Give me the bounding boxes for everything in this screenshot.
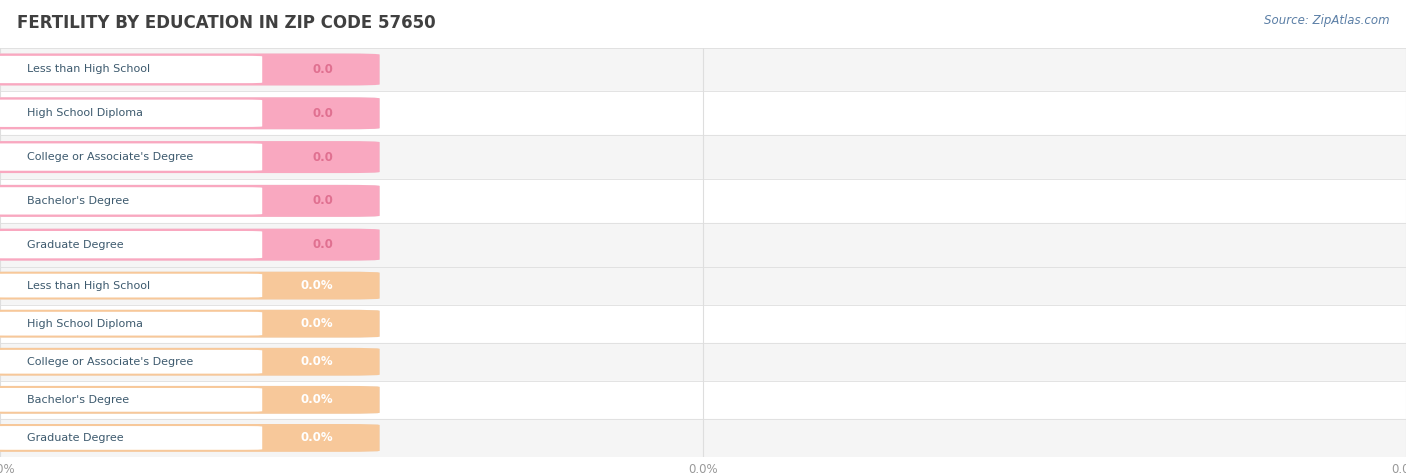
Text: 0.0%: 0.0% [301, 393, 333, 407]
FancyBboxPatch shape [0, 97, 380, 129]
Text: Source: ZipAtlas.com: Source: ZipAtlas.com [1264, 14, 1389, 27]
Text: Graduate Degree: Graduate Degree [27, 433, 124, 443]
Bar [0, 91, 1406, 135]
FancyBboxPatch shape [0, 228, 380, 261]
FancyBboxPatch shape [0, 272, 380, 299]
FancyBboxPatch shape [0, 348, 380, 376]
FancyBboxPatch shape [0, 53, 380, 86]
Text: College or Associate's Degree: College or Associate's Degree [27, 152, 193, 162]
Text: 0.0: 0.0 [312, 107, 333, 120]
FancyBboxPatch shape [0, 426, 262, 450]
FancyBboxPatch shape [0, 56, 262, 83]
Bar [0, 223, 1406, 267]
Text: FERTILITY BY EDUCATION IN ZIP CODE 57650: FERTILITY BY EDUCATION IN ZIP CODE 57650 [17, 14, 436, 32]
FancyBboxPatch shape [0, 187, 262, 215]
FancyBboxPatch shape [0, 350, 262, 374]
FancyBboxPatch shape [0, 386, 380, 414]
Text: Bachelor's Degree: Bachelor's Degree [27, 196, 129, 206]
Text: 0.0: 0.0 [312, 194, 333, 208]
FancyBboxPatch shape [0, 99, 262, 127]
FancyBboxPatch shape [0, 231, 262, 258]
FancyBboxPatch shape [0, 185, 380, 217]
Bar [0, 305, 1406, 343]
FancyBboxPatch shape [0, 274, 262, 298]
Text: Graduate Degree: Graduate Degree [27, 239, 124, 250]
FancyBboxPatch shape [0, 185, 380, 217]
FancyBboxPatch shape [0, 97, 380, 129]
Bar [0, 381, 1406, 419]
Text: 0.0%: 0.0% [301, 317, 333, 330]
Text: College or Associate's Degree: College or Associate's Degree [27, 357, 193, 367]
FancyBboxPatch shape [0, 388, 262, 412]
FancyBboxPatch shape [0, 312, 262, 336]
Bar [0, 48, 1406, 91]
Text: Less than High School: Less than High School [27, 280, 150, 291]
FancyBboxPatch shape [0, 386, 380, 414]
FancyBboxPatch shape [0, 310, 380, 337]
FancyBboxPatch shape [0, 53, 380, 86]
FancyBboxPatch shape [0, 424, 380, 452]
FancyBboxPatch shape [0, 141, 380, 173]
Text: 0.0: 0.0 [312, 63, 333, 76]
Bar [0, 419, 1406, 457]
FancyBboxPatch shape [0, 228, 380, 261]
FancyBboxPatch shape [0, 141, 380, 173]
Text: 0.0: 0.0 [312, 150, 333, 164]
FancyBboxPatch shape [0, 272, 380, 299]
Text: High School Diploma: High School Diploma [27, 318, 143, 329]
FancyBboxPatch shape [0, 348, 380, 376]
Text: 0.0%: 0.0% [301, 279, 333, 292]
Text: 0.0%: 0.0% [301, 431, 333, 445]
FancyBboxPatch shape [0, 143, 262, 171]
Text: High School Diploma: High School Diploma [27, 108, 143, 119]
Bar [0, 179, 1406, 223]
FancyBboxPatch shape [0, 310, 380, 337]
Text: 0.0: 0.0 [312, 238, 333, 251]
Text: Less than High School: Less than High School [27, 64, 150, 75]
Bar [0, 267, 1406, 305]
Text: 0.0%: 0.0% [301, 355, 333, 368]
FancyBboxPatch shape [0, 424, 380, 452]
Bar [0, 135, 1406, 179]
Text: Bachelor's Degree: Bachelor's Degree [27, 395, 129, 405]
Bar [0, 343, 1406, 381]
